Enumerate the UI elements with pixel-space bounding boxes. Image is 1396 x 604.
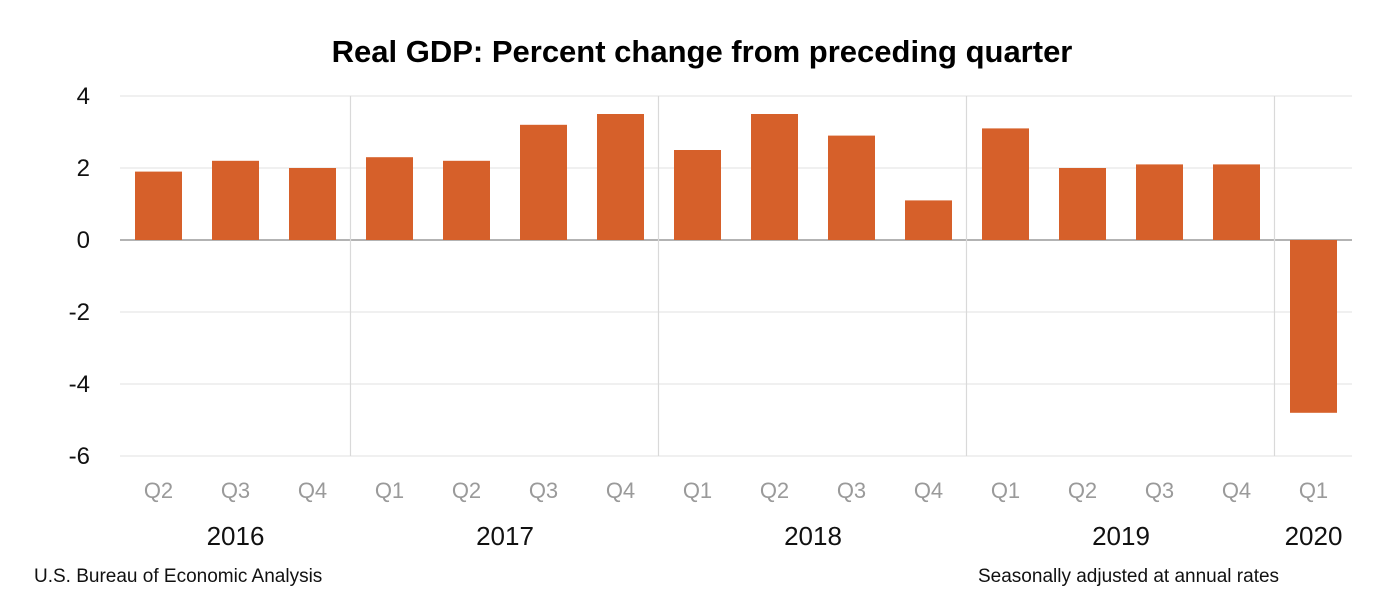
y-tick-label: 4 — [77, 83, 90, 110]
y-tick-label: -4 — [69, 371, 90, 398]
bar — [828, 135, 875, 240]
bar — [520, 124, 567, 240]
quarter-label: Q1 — [683, 478, 712, 503]
x-axis-quarter-labels: Q2 Q3 Q4 Q1 Q2 Q3 Q4 Q1 Q2 Q3 Q4 Q1 Q2 Q3 Q4 Q1 — [144, 478, 1328, 503]
gridlines — [120, 95, 1352, 457]
quarter-label: Q2 — [760, 478, 789, 503]
quarter-label: Q3 — [221, 478, 250, 503]
year-label: 2018 — [784, 521, 842, 551]
quarter-label: Q4 — [914, 478, 943, 503]
quarter-label: Q3 — [837, 478, 866, 503]
quarter-label: Q3 — [1145, 478, 1174, 503]
chart-title: Real GDP: Percent change from preceding … — [332, 34, 1073, 69]
bar — [135, 171, 182, 240]
bar — [674, 150, 721, 240]
source-note: U.S. Bureau of Economic Analysis — [34, 566, 323, 587]
bar — [597, 114, 644, 240]
bar — [1136, 164, 1183, 240]
x-axis-year-labels: 2016 2017 2018 2019 2020 — [207, 521, 1343, 551]
bar — [1213, 164, 1260, 240]
bar — [905, 200, 952, 240]
year-label: 2020 — [1285, 521, 1343, 551]
quarter-label: Q1 — [991, 478, 1020, 503]
bar — [982, 128, 1029, 240]
y-axis-ticks: 4 2 0 -2 -4 -6 — [69, 83, 90, 470]
quarter-label: Q4 — [606, 478, 635, 503]
quarter-label: Q2 — [1068, 478, 1097, 503]
footnote: Seasonally adjusted at annual rates — [978, 566, 1280, 587]
bar — [1290, 240, 1337, 413]
year-label: 2017 — [476, 521, 534, 551]
bars — [135, 114, 1337, 413]
year-label: 2019 — [1092, 521, 1150, 551]
y-tick-label: 2 — [77, 155, 90, 182]
y-tick-label: 0 — [77, 227, 90, 254]
quarter-label: Q1 — [1299, 478, 1328, 503]
quarter-label: Q2 — [452, 478, 481, 503]
quarter-label: Q1 — [375, 478, 404, 503]
quarter-label: Q2 — [144, 478, 173, 503]
bar — [443, 160, 490, 240]
quarter-label: Q4 — [298, 478, 327, 503]
year-separators — [349, 96, 1276, 456]
quarter-label: Q3 — [529, 478, 558, 503]
year-label: 2016 — [207, 521, 265, 551]
bar — [1059, 168, 1106, 240]
y-tick-label: -6 — [69, 443, 90, 470]
bar — [289, 168, 336, 240]
bar — [751, 114, 798, 240]
bar — [212, 160, 259, 240]
quarter-label: Q4 — [1222, 478, 1251, 503]
bar — [366, 157, 413, 240]
y-tick-label: -2 — [69, 299, 90, 326]
